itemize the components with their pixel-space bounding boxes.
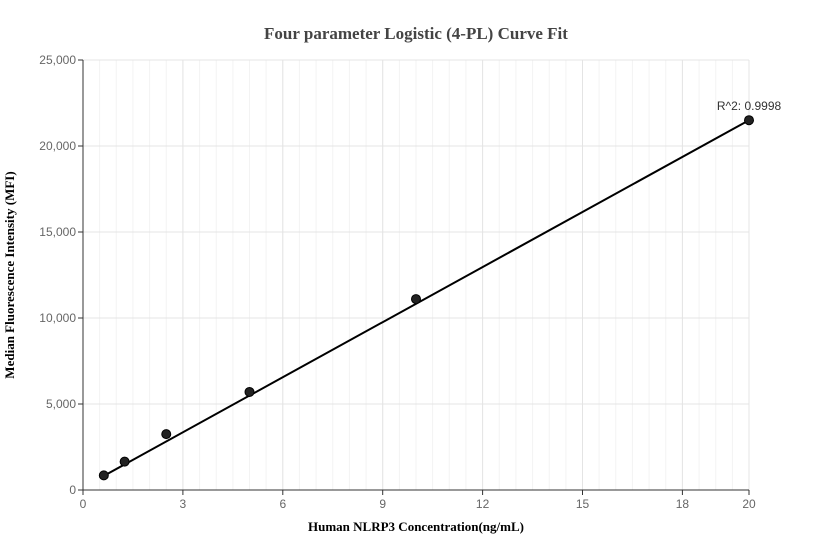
data-point: [411, 294, 421, 305]
chart-title: Four parameter Logistic (4-PL) Curve Fit: [264, 24, 568, 43]
fit-curve: [103, 119, 750, 477]
data-point: [244, 386, 255, 397]
r-squared-annotation: R^2: 0.9998: [717, 99, 782, 113]
x-tick-label: 6: [279, 497, 286, 511]
y-tick-label: 0: [69, 483, 76, 497]
data-point: [98, 470, 109, 481]
fit-line: [103, 119, 750, 477]
axes: [78, 59, 750, 495]
y-tick-label: 20,000: [39, 139, 76, 153]
x-tick-label: 12: [476, 497, 490, 511]
y-tick-label: 25,000: [39, 53, 76, 67]
y-tick-label: 10,000: [39, 311, 76, 325]
y-tick-label: 15,000: [39, 225, 76, 239]
y-tick-label: 5,000: [46, 397, 76, 411]
data-points: [98, 115, 754, 481]
x-tick-label: 0: [80, 497, 87, 511]
x-axis-title: Human NLRP3 Concentration(ng/mL): [308, 519, 524, 534]
data-point: [161, 429, 172, 440]
x-tick-label: 18: [676, 497, 690, 511]
x-tick-label: 20: [742, 497, 756, 511]
data-point: [119, 456, 130, 467]
x-tick-label: 9: [379, 497, 386, 511]
data-point: [744, 115, 754, 126]
y-axis-title: Median Fluorescence Intensity (MFI): [2, 171, 17, 378]
x-tick-label: 3: [180, 497, 187, 511]
tick-labels: 0 3 6 9 12 15 18 20 0 5,000 10,000 15,000 20,000 25,0…: [39, 53, 756, 511]
x-tick-label: 15: [576, 497, 590, 511]
grid: [82, 59, 750, 491]
